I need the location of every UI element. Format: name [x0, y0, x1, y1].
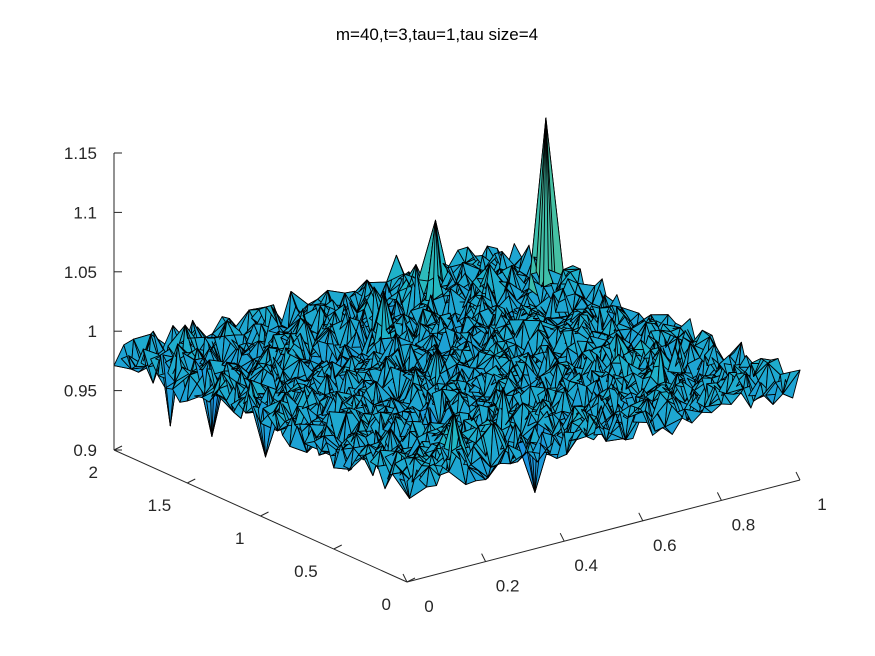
y-tick-label: 0	[382, 595, 391, 614]
z-tick-label: 1.05	[64, 263, 97, 282]
y-tick-mark	[113, 445, 123, 451]
x-tick-mark	[638, 512, 644, 522]
y-tick-mark	[333, 544, 342, 550]
surface-facet	[684, 408, 703, 424]
axes: 0 0.2 0.4 0.6 0.8 1 0 0.5 1 1.5 2 0.9 0.95 1 1.05 1.1 1.…	[64, 144, 827, 616]
y-tick-mark	[406, 577, 416, 583]
x-tick-mark	[402, 573, 408, 583]
z-tick-label: 0.95	[64, 382, 97, 401]
y-tick-label: 1	[235, 529, 244, 548]
x-tick-label: 0.2	[496, 577, 520, 596]
x-tick-mark	[559, 532, 565, 542]
y-tick-mark	[187, 478, 196, 484]
surface-facet	[782, 369, 801, 395]
surface-mesh	[113, 117, 801, 499]
x-tick-mark	[481, 553, 487, 562]
surface-facet	[467, 466, 487, 482]
z-tick-label: 1.15	[64, 144, 97, 163]
y-tick-label: 1.5	[148, 496, 172, 515]
y-tick-mark	[260, 511, 269, 517]
x-tick-label: 0	[424, 597, 433, 616]
surface-facet	[703, 403, 722, 414]
y-tick-label: 0.5	[294, 562, 318, 581]
x-tick-label: 1	[817, 495, 826, 514]
x-tick-label: 0.8	[732, 515, 756, 534]
z-tick-label: 0.9	[73, 441, 97, 460]
x-tick-mark	[795, 471, 801, 481]
x-tick-mark	[716, 492, 722, 501]
z-tick-label: 1.1	[73, 203, 97, 222]
x-tick-label: 0.4	[574, 556, 598, 575]
x-tick-label: 0.6	[653, 536, 677, 555]
x-axis-line	[406, 479, 801, 583]
surface-facet	[562, 265, 581, 271]
y-tick-label: 2	[89, 463, 98, 482]
chart-title: m=40,t=3,tau=1,tau size=4	[336, 25, 538, 44]
z-tick-label: 1	[88, 322, 97, 341]
